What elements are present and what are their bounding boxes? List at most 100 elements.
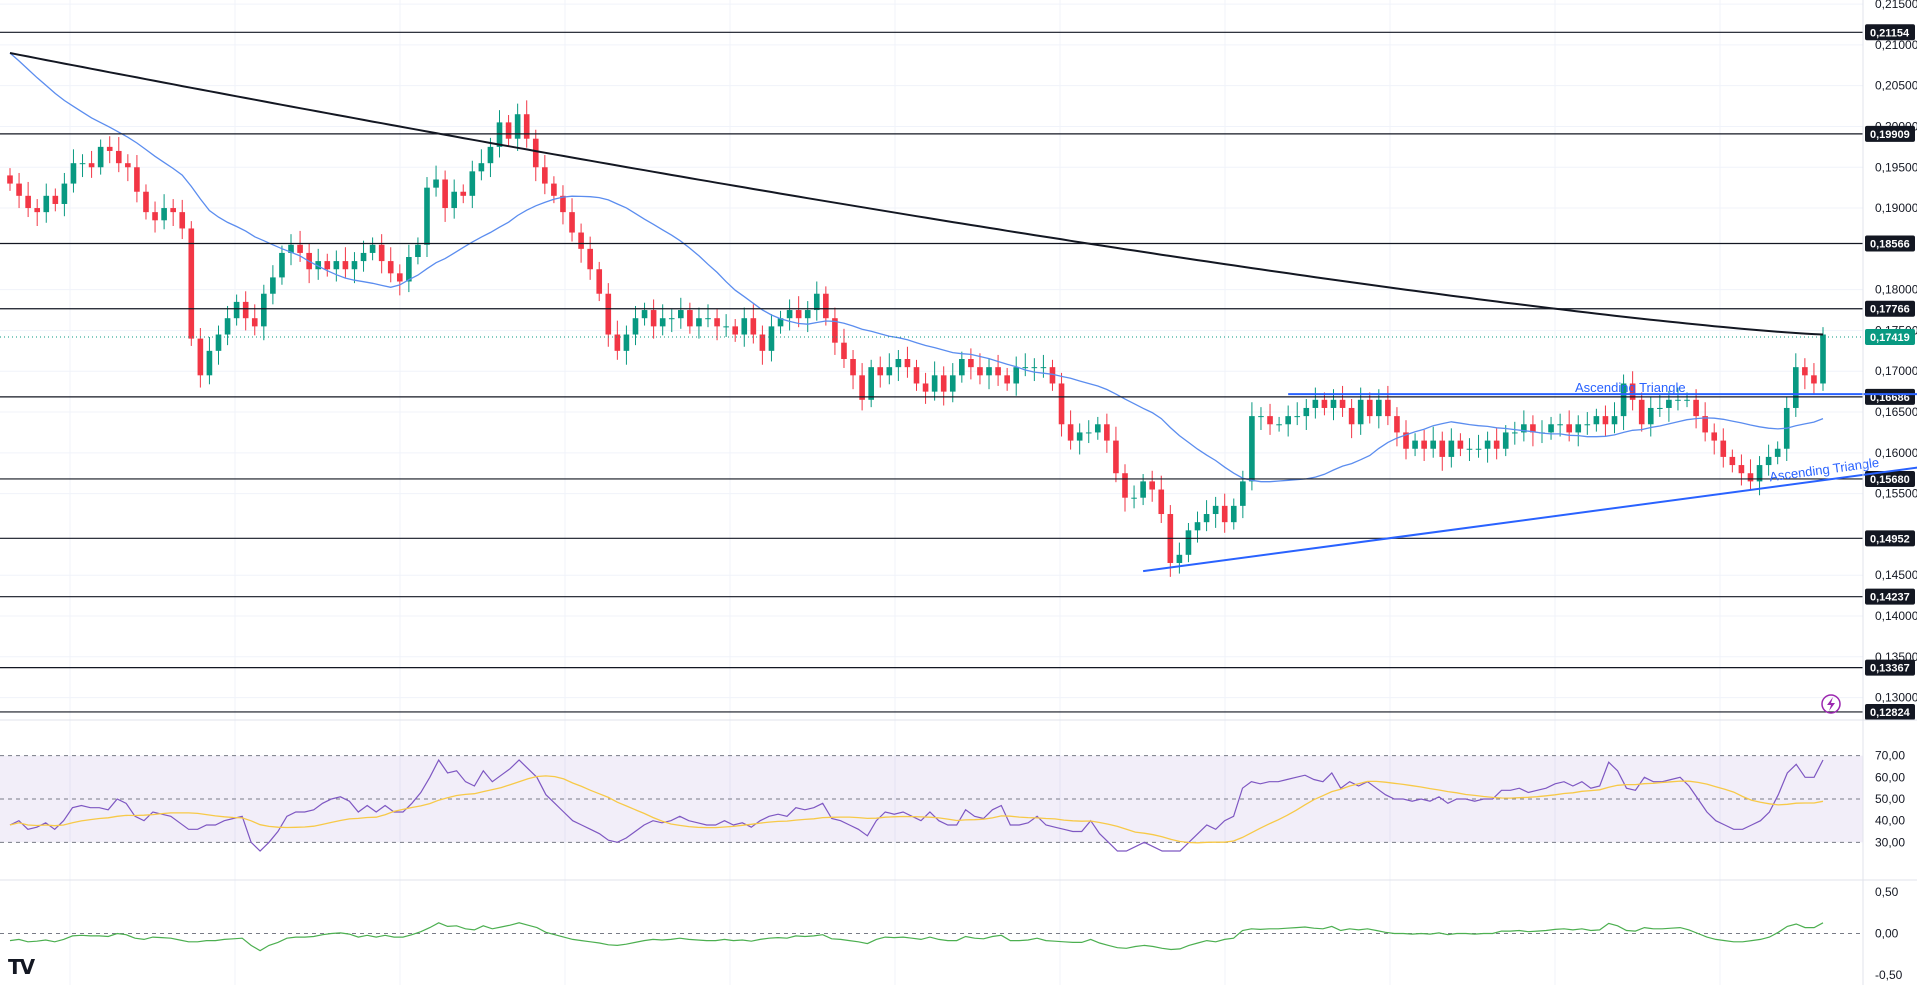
level-label: 0,12824 <box>1870 707 1911 719</box>
candle-body <box>1049 367 1056 384</box>
candle-body <box>1802 367 1808 376</box>
candle-body <box>995 367 1001 376</box>
price-tick-label: 0,16000 <box>1875 446 1917 460</box>
candle-body <box>714 318 720 327</box>
candle-body <box>1647 407 1654 425</box>
candle-body <box>1149 481 1156 490</box>
candle-body <box>251 318 258 327</box>
candle-body <box>143 191 149 213</box>
candle-body <box>469 171 476 196</box>
price-tick-label: 0,14500 <box>1875 568 1917 582</box>
candle-body <box>106 146 113 151</box>
candle-body <box>542 167 548 184</box>
candle-body <box>569 212 575 233</box>
price-tick-label: 0,17000 <box>1875 364 1917 378</box>
candle-body <box>523 114 530 139</box>
candle-body <box>333 261 340 270</box>
candle-body <box>1684 399 1690 401</box>
candle-body <box>795 310 802 319</box>
candle-body <box>215 334 222 351</box>
candle-body <box>134 167 140 192</box>
price-tick-label: 0,20500 <box>1875 79 1917 93</box>
candle-body <box>1792 367 1799 408</box>
candle-body <box>578 232 584 249</box>
level-label-box <box>1865 588 1915 605</box>
candle-body <box>732 326 739 335</box>
rsi-tick-label: 40,00 <box>1875 814 1905 828</box>
candle-body <box>913 367 920 384</box>
candle-body <box>1321 399 1328 408</box>
candle-body <box>1249 416 1255 482</box>
candle-body <box>115 150 122 164</box>
candle-body <box>823 293 829 319</box>
rsi-line <box>9 758 1824 852</box>
candle-body <box>668 318 675 320</box>
candle-body <box>70 163 77 184</box>
candle-body <box>279 252 285 278</box>
candle-body <box>1593 416 1600 425</box>
candle-body <box>505 122 512 139</box>
level-label-box <box>1865 388 1915 405</box>
candle-body <box>1104 424 1110 441</box>
current-price-label: 0,17419 <box>1870 332 1910 344</box>
candle-body <box>605 293 612 335</box>
candle-body <box>460 191 467 196</box>
candle-body <box>1040 367 1047 369</box>
candle-body <box>1031 367 1038 369</box>
candle-body <box>297 244 303 253</box>
candle-body <box>34 208 41 213</box>
candle-body <box>1366 399 1373 417</box>
lightning-bolt-shape <box>1827 697 1835 711</box>
candle-body <box>1348 407 1355 425</box>
price-tick-label: 0,21000 <box>1875 38 1917 52</box>
candle-body <box>1666 399 1672 408</box>
candle-body <box>315 261 322 270</box>
candle-body <box>360 252 367 262</box>
tradingview-logo[interactable]: TV <box>8 955 35 979</box>
candle-body <box>1421 440 1427 449</box>
candle-body <box>1747 473 1754 482</box>
candle-body <box>723 326 729 328</box>
candle-body <box>378 244 385 262</box>
level-label: 0,14952 <box>1870 533 1910 545</box>
rsi-tick-label: 70,00 <box>1875 749 1905 763</box>
candle-body <box>1756 465 1763 482</box>
candle-body <box>886 367 893 376</box>
candle-body <box>43 195 50 213</box>
candle-body <box>369 244 376 253</box>
candle-body <box>1085 432 1092 434</box>
candle-body <box>940 375 947 392</box>
candle-body <box>1004 375 1010 384</box>
candle-body <box>396 273 403 282</box>
candle-body <box>242 301 249 319</box>
candle-body <box>1176 554 1183 563</box>
candle-body <box>170 208 176 213</box>
candle-body <box>161 208 167 221</box>
candle-body <box>750 318 757 335</box>
level-label-box <box>1865 24 1915 41</box>
candle-body <box>188 228 195 339</box>
candle-body <box>1212 505 1219 515</box>
candle-body <box>859 375 865 400</box>
candle-body <box>1566 424 1572 433</box>
candle-body <box>1267 416 1273 425</box>
level-label-box <box>1865 659 1915 676</box>
candle-body <box>1158 489 1165 515</box>
price-tick-label: 0,15500 <box>1875 487 1917 501</box>
candle-body <box>904 359 911 368</box>
candle-body <box>351 261 358 270</box>
candle-body <box>1194 522 1201 531</box>
candle-body <box>1076 432 1083 441</box>
price-tick-label: 0,16500 <box>1875 405 1917 419</box>
triangle-lower-line <box>1142 466 1917 573</box>
level-label: 0,17766 <box>1870 304 1910 316</box>
candle-body <box>968 359 974 368</box>
candle-body <box>1330 399 1337 408</box>
candle-body <box>1230 505 1237 523</box>
candle-body <box>1394 416 1400 433</box>
candle-body <box>1312 399 1319 408</box>
candle-body <box>650 310 657 327</box>
candle-body <box>1557 424 1563 426</box>
candle-body <box>705 318 711 320</box>
